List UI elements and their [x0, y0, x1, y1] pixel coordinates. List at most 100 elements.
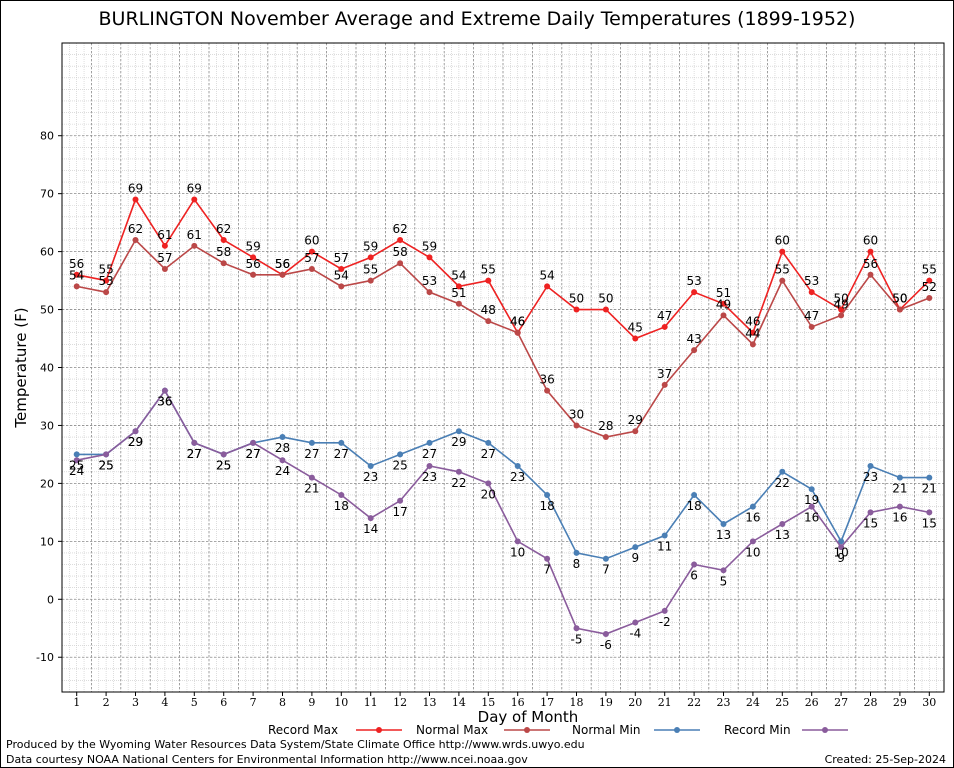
normal-min-point [720, 520, 727, 527]
normal-min-data-label: 27 [422, 447, 437, 461]
normal-min-data-label: 13 [716, 528, 731, 542]
normal-max-point [279, 271, 286, 278]
normal-max-data-label: 29 [628, 413, 643, 427]
x-tick-label: 1 [73, 696, 80, 709]
normal-max-data-label: 54 [334, 268, 349, 282]
record-max-point [632, 335, 639, 342]
normal-min-data-label: 16 [745, 511, 760, 525]
record-max-data-label: 55 [98, 263, 113, 277]
normal-min-data-label: 21 [922, 482, 937, 496]
record-max-point [602, 306, 609, 313]
normal-min-data-label: 27 [304, 447, 319, 461]
footer-produced: Produced by the Wyoming Water Resources … [6, 738, 585, 751]
y-axis-label: Temperature (F) [12, 307, 30, 428]
record-max-point [749, 329, 756, 336]
normal-min-point [308, 439, 315, 446]
normal-max-data-label: 58 [392, 245, 407, 259]
x-tick-label: 14 [452, 696, 466, 709]
record-min-data-label: 22 [451, 476, 466, 490]
record-max-data-label: 59 [245, 239, 260, 253]
normal-max-point [691, 347, 698, 354]
normal-max-data-label: 52 [922, 280, 937, 294]
record-min-point [132, 428, 139, 435]
normal-min-data-label: 29 [451, 435, 466, 449]
normal-min-data-label: 21 [892, 482, 907, 496]
normal-max-point [191, 242, 198, 249]
record-min-point [514, 538, 521, 545]
x-tick-label: 22 [687, 696, 701, 709]
record-min-point [103, 451, 110, 458]
normal-min-point [485, 439, 492, 446]
record-max-point [573, 306, 580, 313]
normal-min-data-label: 18 [539, 499, 554, 513]
record-min-point [808, 503, 815, 510]
normal-max-point [867, 271, 874, 278]
normal-min-data-label: 29 [128, 435, 143, 449]
normal-min-point [808, 486, 815, 493]
x-tick-label: 7 [250, 696, 257, 709]
x-tick-label: 6 [220, 696, 227, 709]
normal-min-point [367, 463, 374, 470]
x-tick-label: 12 [393, 696, 407, 709]
record-min-data-label: 16 [892, 511, 907, 525]
record-min-line [76, 389, 930, 635]
record-max-point [103, 277, 110, 284]
y-tick-label: 60 [40, 246, 54, 259]
normal-min-point [455, 428, 462, 435]
record-max-point [808, 289, 815, 296]
normal-max-point [838, 312, 845, 319]
record-min-point [308, 474, 315, 481]
footer-courtesy: Data courtesy NOAA National Centers for … [6, 753, 528, 766]
record-max-data-label: 50 [892, 292, 907, 306]
record-min-data-label: 27 [245, 447, 260, 461]
normal-max-data-label: 47 [804, 309, 819, 323]
record-max-point [132, 196, 139, 203]
record-min-data-label: 24 [69, 464, 84, 478]
record-max-point [485, 277, 492, 284]
record-min-data-label: 16 [804, 511, 819, 525]
normal-max-point [397, 260, 404, 267]
record-max-point [838, 306, 845, 313]
record-max-data-label: 56 [69, 257, 84, 271]
normal-max-data-label: 56 [275, 257, 290, 271]
y-tick-label: 50 [40, 304, 54, 317]
record-max-data-label: 53 [686, 274, 701, 288]
legend-marker-normal-max [524, 727, 530, 733]
normal-max-point [514, 329, 521, 336]
record-min-point [367, 515, 374, 522]
record-max-point [367, 254, 374, 261]
normal-max-point [749, 341, 756, 348]
record-min-data-label: 5 [720, 574, 728, 588]
normal-min-point [661, 532, 668, 539]
x-tick-label: 8 [279, 696, 286, 709]
record-max-point [397, 237, 404, 244]
normal-min-data-label: 27 [245, 447, 260, 461]
normal-min-point [338, 439, 345, 446]
x-tick-label: 18 [570, 696, 584, 709]
record-max-point [308, 248, 315, 255]
normal-min-data-label: 19 [804, 493, 819, 507]
record-max-data-label: 55 [481, 263, 496, 277]
normal-max-data-label: 48 [481, 303, 496, 317]
normal-max-point [661, 381, 668, 388]
normal-max-data-label: 36 [539, 373, 554, 387]
normal-min-point [602, 555, 609, 562]
record-max-point [161, 242, 168, 249]
normal-min-point [397, 451, 404, 458]
record-min-point [779, 520, 786, 527]
normal-max-point [220, 260, 227, 267]
record-max-data-label: 59 [363, 239, 378, 253]
normal-max-point [73, 283, 80, 290]
normal-max-data-label: 28 [598, 419, 613, 433]
normal-max-point [808, 323, 815, 330]
record-min-point [632, 619, 639, 626]
x-tick-label: 30 [922, 696, 936, 709]
y-tick-label: 70 [40, 188, 54, 201]
normal-max-data-label: 55 [363, 263, 378, 277]
record-max-point [191, 196, 198, 203]
y-tick-label: 30 [40, 419, 54, 432]
record-min-point [602, 631, 609, 638]
normal-max-point [632, 428, 639, 435]
normal-min-point [73, 451, 80, 458]
record-max-data-label: 54 [539, 268, 554, 282]
